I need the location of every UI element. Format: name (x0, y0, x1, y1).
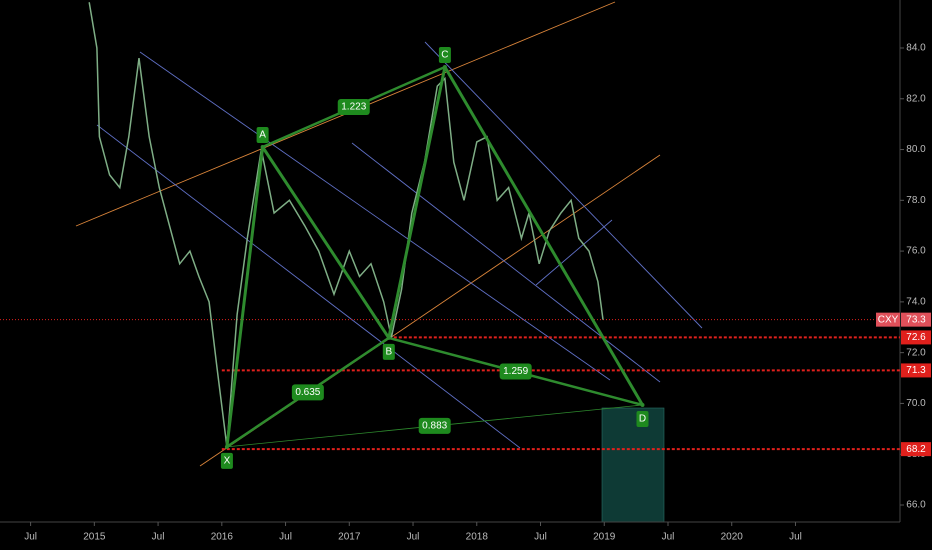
point-tag (382, 343, 395, 360)
ratio-label: 1.259 (503, 366, 528, 377)
symbol-tag (876, 312, 900, 327)
channel-line (96, 124, 521, 449)
point-tag (636, 410, 649, 427)
point-tag (220, 452, 233, 469)
last-price-label: 73.3 (906, 314, 926, 325)
x-tick-label: Jul (662, 532, 675, 543)
x-tick-label: Jul (407, 532, 420, 543)
level-tag (901, 442, 931, 457)
point-label: D (639, 414, 646, 425)
ratio-tag (418, 417, 451, 434)
x-tick-label: 2019 (593, 532, 616, 543)
x-tick-label: 2015 (83, 532, 106, 543)
trend-line (389, 154, 661, 339)
x-tick-label: Jul (24, 532, 37, 543)
y-tick-label: 82.0 (906, 93, 926, 104)
y-tick-label: 66.0 (906, 500, 926, 511)
channel-line (424, 41, 703, 329)
pattern-line (261, 146, 391, 339)
x-tick-label: Jul (534, 532, 547, 543)
point-tag (256, 127, 269, 144)
ratio-tag (291, 384, 324, 401)
point-tag (438, 47, 451, 64)
y-tick-label: 84.0 (906, 43, 926, 54)
point-label: A (259, 130, 266, 141)
x-tick-label: 2018 (466, 532, 489, 543)
ratio-label: 0.883 (422, 421, 447, 432)
ratio-label: 1.223 (341, 102, 366, 113)
x-tick-label: 2020 (721, 532, 744, 543)
pattern-point (260, 145, 265, 150)
drawings (75, 1, 703, 467)
target-zone (601, 407, 665, 523)
ratio-label: 0.635 (295, 387, 320, 398)
y-tick-label: 74.0 (906, 297, 926, 308)
channel-line (351, 142, 661, 383)
y-tick-label: 80.0 (906, 144, 926, 155)
pattern-point (224, 444, 229, 449)
level-label: 68.2 (906, 444, 926, 455)
y-tick-label: 78.0 (906, 195, 926, 206)
ratio-tag (337, 99, 370, 116)
x-tick-label: Jul (279, 532, 292, 543)
y-tick-label: 76.0 (906, 246, 926, 257)
pattern-line (387, 66, 447, 339)
point-label: X (224, 455, 231, 466)
channel-line (535, 219, 613, 286)
symbol-label: CXY (878, 314, 899, 325)
x-tick-label: 2016 (211, 532, 234, 543)
pattern-line (225, 146, 265, 448)
level-label: 71.3 (906, 365, 926, 376)
level-tag (901, 330, 931, 345)
level-tag (901, 363, 931, 378)
last-price-tag (901, 312, 931, 327)
pattern-point (442, 65, 447, 70)
level-label: 72.6 (906, 332, 926, 343)
pattern-point (640, 402, 645, 407)
y-tick-label: 72.0 (906, 347, 926, 358)
y-tick-label: 70.0 (906, 398, 926, 409)
pattern-line (443, 66, 644, 406)
pattern-point (386, 335, 391, 340)
price-line (88, 2, 604, 447)
x-tick-label: 2017 (338, 532, 361, 543)
ratio-tag (499, 363, 532, 380)
point-label: C (441, 50, 448, 61)
channel-line (139, 51, 611, 381)
x-tick-label: Jul (789, 532, 802, 543)
x-tick-label: Jul (152, 532, 165, 543)
point-label: B (385, 347, 392, 358)
